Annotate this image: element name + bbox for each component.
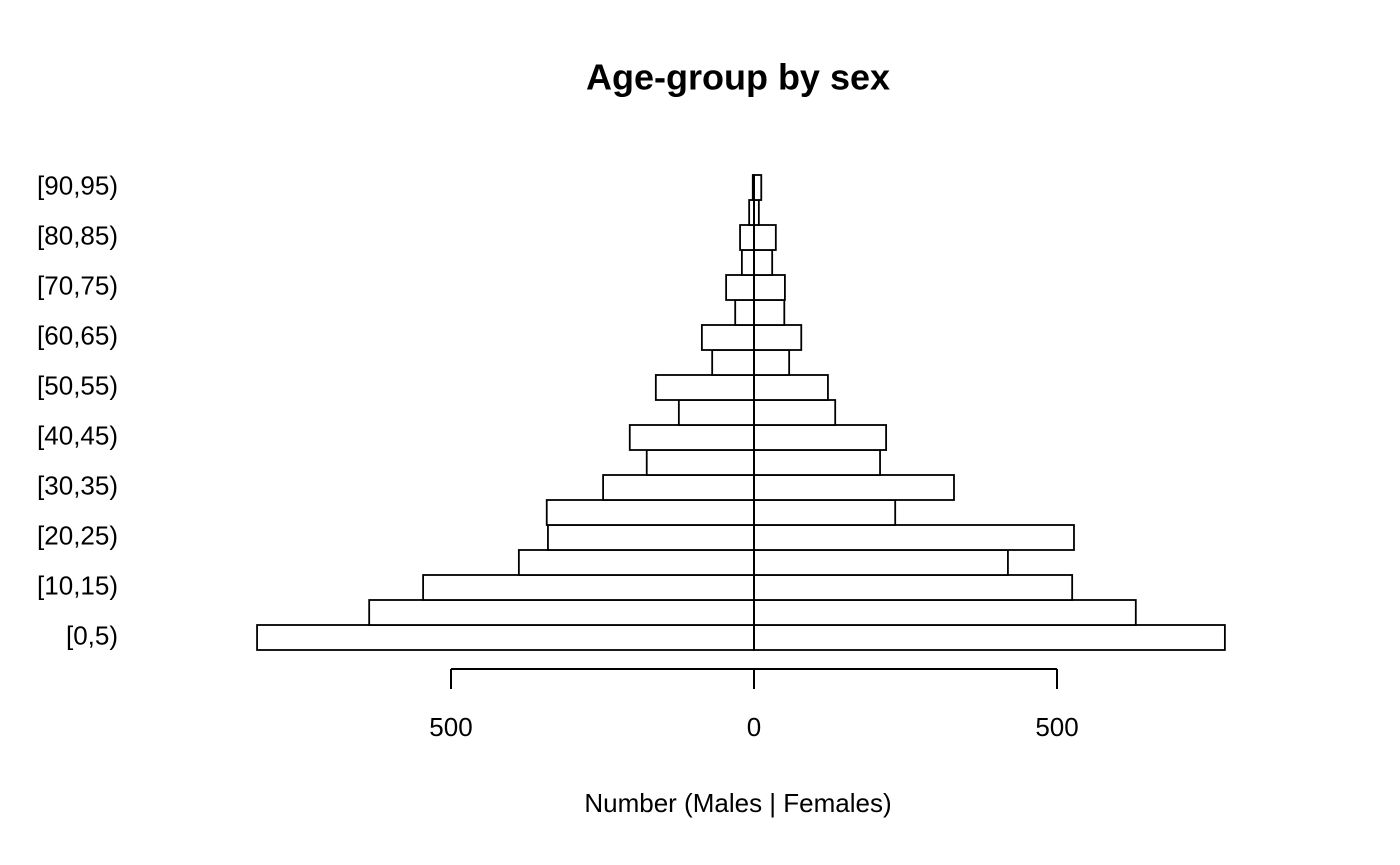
bar	[368, 599, 755, 626]
bar	[628, 424, 755, 451]
bar	[753, 449, 881, 476]
y-tick-label: [70,75)	[37, 270, 118, 300]
bar	[654, 374, 755, 401]
bar	[753, 324, 803, 351]
bar	[734, 299, 755, 326]
y-tick-label: [30,35)	[37, 470, 118, 500]
bar	[740, 249, 755, 276]
chart-title: Age-group by sex	[586, 57, 890, 98]
bar	[753, 424, 888, 451]
bar	[753, 549, 1009, 576]
bar	[753, 299, 786, 326]
bar	[602, 474, 755, 501]
y-tick-label: [50,55)	[37, 370, 118, 400]
y-tick-label: [20,25)	[37, 520, 118, 550]
y-tick-label: [60,65)	[37, 320, 118, 350]
y-tick-label: [10,15)	[37, 570, 118, 600]
x-tick-label: 0	[747, 712, 761, 742]
bar	[753, 224, 777, 251]
bar	[547, 524, 755, 551]
bar	[256, 624, 755, 651]
bar	[753, 374, 829, 401]
bar	[753, 574, 1074, 601]
bar	[753, 174, 763, 201]
bar	[753, 399, 837, 426]
x-tick-label: 500	[1035, 712, 1078, 742]
y-tick-label: [80,85)	[37, 220, 118, 250]
bar	[753, 274, 786, 301]
y-tick-label: [40,45)	[37, 420, 118, 450]
bar	[700, 324, 755, 351]
bar	[753, 349, 791, 376]
bar	[753, 499, 897, 526]
bar	[677, 399, 755, 426]
bar	[739, 224, 755, 251]
bar	[545, 499, 755, 526]
bar	[753, 249, 774, 276]
bar	[753, 524, 1075, 551]
bar	[422, 574, 755, 601]
bar	[711, 349, 755, 376]
bar	[517, 549, 755, 576]
bar	[753, 599, 1137, 626]
x-axis-label: Number (Males | Females)	[584, 788, 891, 818]
bar	[725, 274, 755, 301]
bar	[753, 474, 955, 501]
bar	[645, 449, 755, 476]
bar	[753, 624, 1226, 651]
x-tick-label: 500	[429, 712, 472, 742]
y-tick-label: [0,5)	[66, 620, 118, 650]
y-tick-label: [90,95)	[37, 170, 118, 200]
